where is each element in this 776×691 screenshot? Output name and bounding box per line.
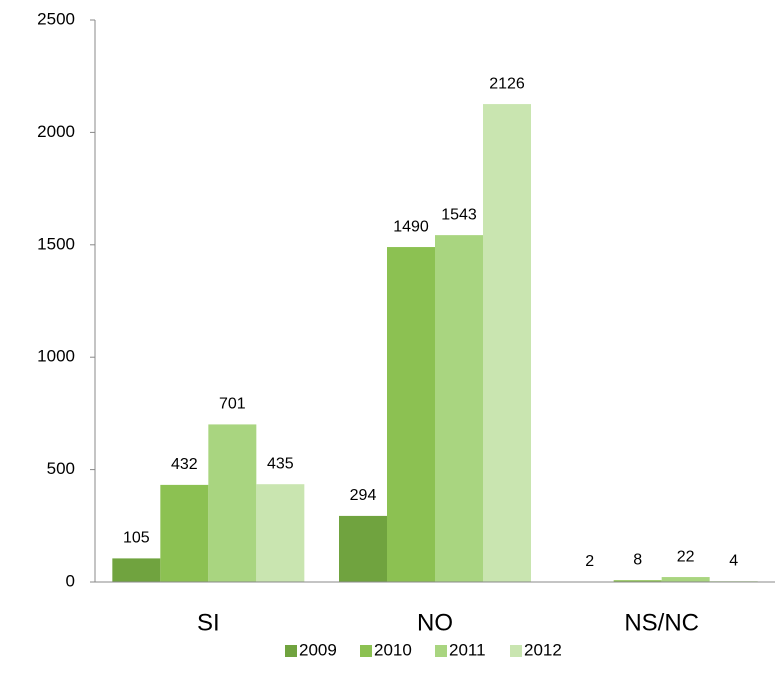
bar [613,580,662,582]
value-label: 701 [219,396,246,413]
x-tick-label: SI [197,609,220,636]
legend-label: 2012 [524,640,562,659]
bar [339,515,387,582]
legend-swatch [285,645,297,657]
bar [112,558,161,582]
legend-swatch [510,645,522,657]
value-label: 2 [585,553,594,570]
legend-label: 2011 [449,640,486,659]
value-label: 435 [267,455,294,472]
bar [387,247,435,582]
value-label: 1490 [393,218,429,235]
value-label: 105 [123,530,150,547]
y-tick-label: 2500 [37,9,75,28]
bar [208,424,257,582]
value-label: 22 [677,548,695,565]
y-tick-label: 1500 [37,234,75,253]
y-tick-label: 0 [66,571,75,590]
value-label: 8 [633,551,642,568]
y-tick-label: 500 [47,459,75,478]
value-label: 4 [729,552,738,569]
x-tick-label: NO [417,609,453,636]
bar [483,104,531,583]
bar [256,484,305,582]
bar [160,484,209,582]
value-label: 2126 [489,75,525,92]
legend-swatch [435,645,447,657]
legend-label: 2010 [374,640,412,659]
legend-label: 2009 [299,640,337,659]
value-label: 432 [171,456,198,473]
x-tick-label: NS/NC [624,609,699,636]
y-tick-label: 1000 [37,347,75,366]
legend-swatch [360,645,372,657]
bar [661,577,710,582]
value-label: 294 [350,487,377,504]
y-tick-label: 2000 [37,122,75,141]
value-label: 1543 [441,206,477,223]
bar [435,235,483,582]
